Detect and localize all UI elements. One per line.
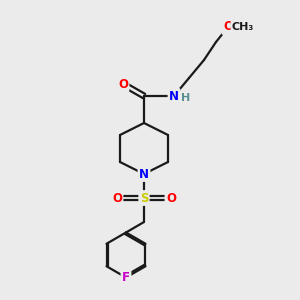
Text: N: N — [169, 89, 179, 103]
Text: CH₃: CH₃ — [232, 22, 254, 32]
Text: O: O — [223, 20, 233, 34]
Text: N: N — [139, 167, 149, 181]
Text: F: F — [122, 271, 130, 284]
Text: S: S — [140, 191, 148, 205]
Text: H: H — [181, 93, 190, 103]
Text: O: O — [166, 191, 176, 205]
Text: O: O — [118, 77, 128, 91]
Text: O: O — [112, 191, 122, 205]
